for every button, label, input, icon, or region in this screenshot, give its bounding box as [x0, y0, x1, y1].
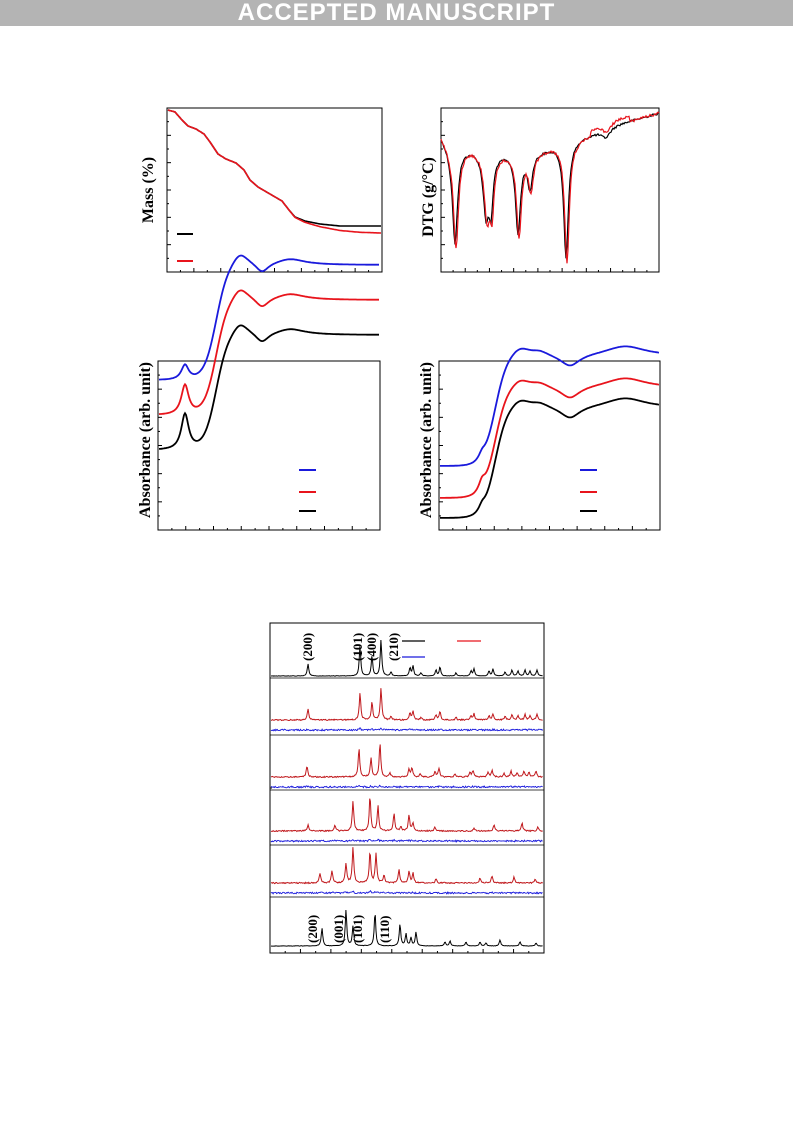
xrd-bottom-label-001: (001) [331, 915, 346, 943]
abs-right-ticks [438, 360, 661, 531]
dtg-black-curve [440, 111, 660, 259]
abs-left-frame [157, 360, 381, 531]
xrd-bottom-label-200: (200) [305, 915, 320, 943]
accepted-manuscript-banner: ACCEPTED MANUSCRIPT [0, 0, 793, 26]
tga-black-curve [167, 109, 381, 227]
xrd-ticks [269, 622, 545, 954]
xrd-top-label-101: (101) [350, 633, 365, 661]
xrd-top-label-200: (200) [300, 633, 315, 661]
xrd-bottom-label-101: (101) [350, 915, 365, 943]
dtg-ylabel: DTG (g/°C) [420, 157, 437, 237]
dtg-panel: DTG (g/°C) [420, 107, 660, 273]
tga-panel: Mass (%) [140, 107, 383, 273]
tga-frame [166, 107, 383, 273]
xrd-panel: (200) (101) (400) (210) (200) (001) (101… [269, 622, 545, 954]
xrd-top-label-400: (400) [364, 633, 379, 661]
tga-red-curve [167, 109, 381, 234]
dtg-ticks [440, 107, 660, 273]
abs-left-ticks [157, 360, 381, 531]
abs-left-black-curve [159, 324, 379, 450]
abs-right-blue-curve [440, 345, 660, 467]
abs-right-red-curve [440, 377, 660, 499]
dtg-red-curve [440, 111, 660, 264]
abs-left-blue-curve [158, 254, 379, 381]
abs-left-red-curve [158, 289, 379, 415]
xrd-bottom-label-110: (110) [377, 916, 392, 943]
xrd-frame [269, 622, 545, 954]
tga-ylabel: Mass (%) [140, 157, 157, 223]
abs-right-black-curve [440, 397, 660, 519]
dtg-frame [440, 107, 660, 273]
abs-left-panel: Absorbance (arb. unit) [137, 254, 381, 531]
abs-right-panel: Absorbance (arb. unit) [418, 345, 661, 531]
xrd-top-label-210: (210) [386, 633, 401, 661]
xrd-dividers [270, 677, 544, 898]
xrd-traces [270, 639, 543, 947]
tga-ticks [166, 107, 383, 273]
abs-right-ylabel: Absorbance (arb. unit) [418, 362, 435, 518]
abs-left-ylabel: Absorbance (arb. unit) [137, 362, 154, 518]
